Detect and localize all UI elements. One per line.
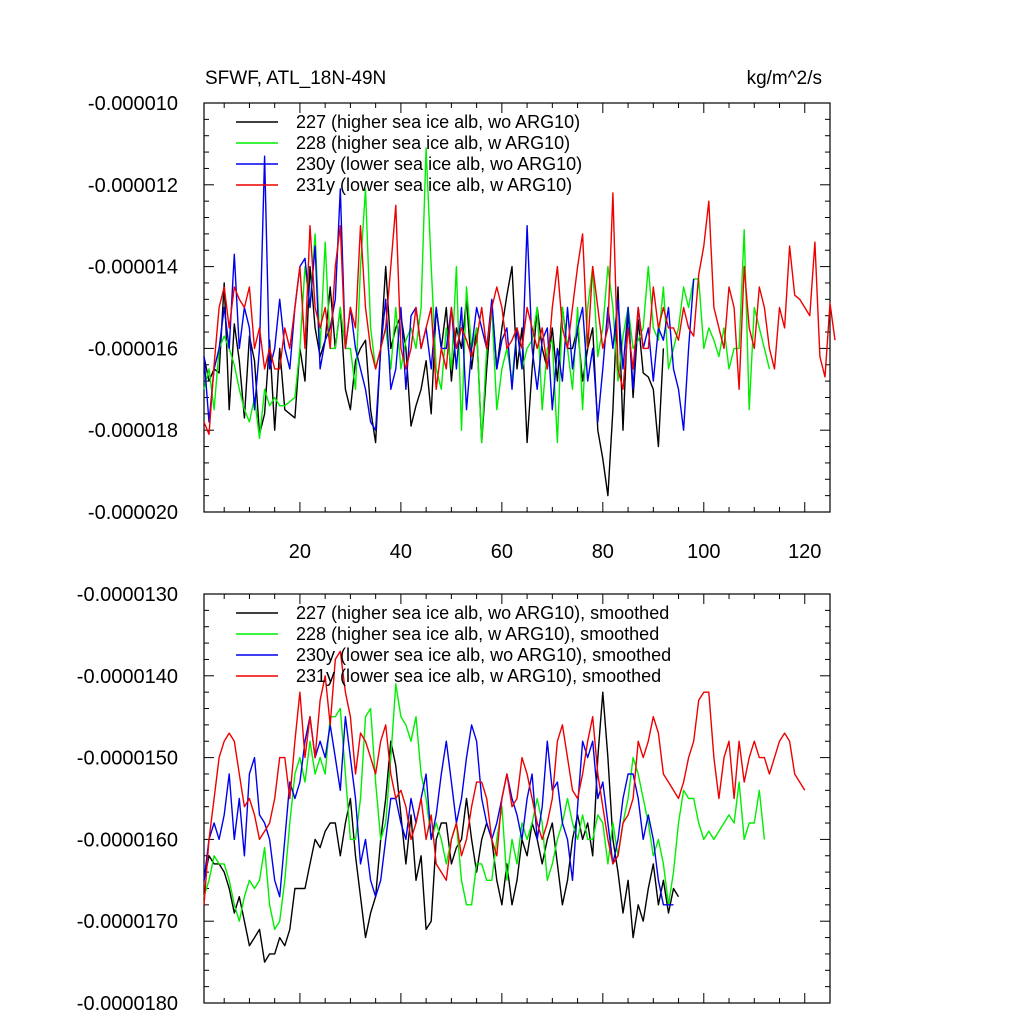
legend-label: 228 (higher sea ice alb, w ARG10)	[296, 133, 570, 153]
y-tick-label: -0.000020	[88, 502, 178, 524]
x-tick-label: 100	[687, 541, 720, 563]
y-tick-label: -0.0000170	[77, 911, 178, 933]
x-tick-label: 20	[289, 541, 311, 563]
y-tick-label: -0.0000150	[77, 748, 178, 770]
y-tick-label: -0.000018	[88, 420, 178, 442]
x-tick-label: 120	[788, 541, 821, 563]
top-chart-units: kg/m^2/s	[747, 68, 822, 89]
series-line-1	[203, 683, 766, 931]
top-chart-panel: SFWF, ATL_18N-49N kg/m^2/s -0.000010 -0.0…	[88, 68, 836, 563]
plot-frame	[203, 593, 831, 1004]
y-tick-label: -0.000016	[88, 338, 178, 360]
legend-label: 230y (lower sea ice alb, wo ARG10), smoo…	[296, 645, 671, 665]
series-line-2	[203, 716, 674, 906]
series-line-3	[203, 650, 806, 905]
series-line-2	[203, 155, 695, 431]
legend-label: 230y (lower sea ice alb, wo ARG10)	[296, 154, 582, 174]
y-tick-label: -0.0000130	[77, 584, 178, 606]
x-tick-label: 40	[390, 541, 412, 563]
y-tick-label: -0.0000160	[77, 829, 178, 851]
series-line-3	[203, 192, 836, 435]
legend-label: 227 (higher sea ice alb, wo ARG10)	[296, 112, 580, 132]
x-tick-label: 60	[491, 541, 513, 563]
y-tick-label: -0.000014	[88, 257, 178, 279]
top-chart-title: SFWF, ATL_18N-49N	[205, 68, 386, 89]
y-tick-label: -0.000010	[88, 93, 178, 115]
legend-label: 231y (lower sea ice alb, w ARG10), smoot…	[296, 666, 661, 686]
x-tick-label: 80	[592, 541, 614, 563]
legend-label: 231y (lower sea ice alb, w ARG10)	[296, 175, 572, 195]
y-tick-label: -0.0000180	[77, 993, 178, 1015]
y-tick-label: -0.000012	[88, 175, 178, 197]
y-tick-label: -0.0000140	[77, 666, 178, 688]
bottom-chart-panel: -0.0000130 -0.0000140 -0.0000150 -0.0000160…	[77, 584, 831, 1015]
legend-label: 228 (higher sea ice alb, w ARG10), smoot…	[296, 624, 659, 644]
legend-label: 227 (higher sea ice alb, wo ARG10), smoo…	[296, 603, 669, 623]
series-line-0	[203, 691, 680, 963]
